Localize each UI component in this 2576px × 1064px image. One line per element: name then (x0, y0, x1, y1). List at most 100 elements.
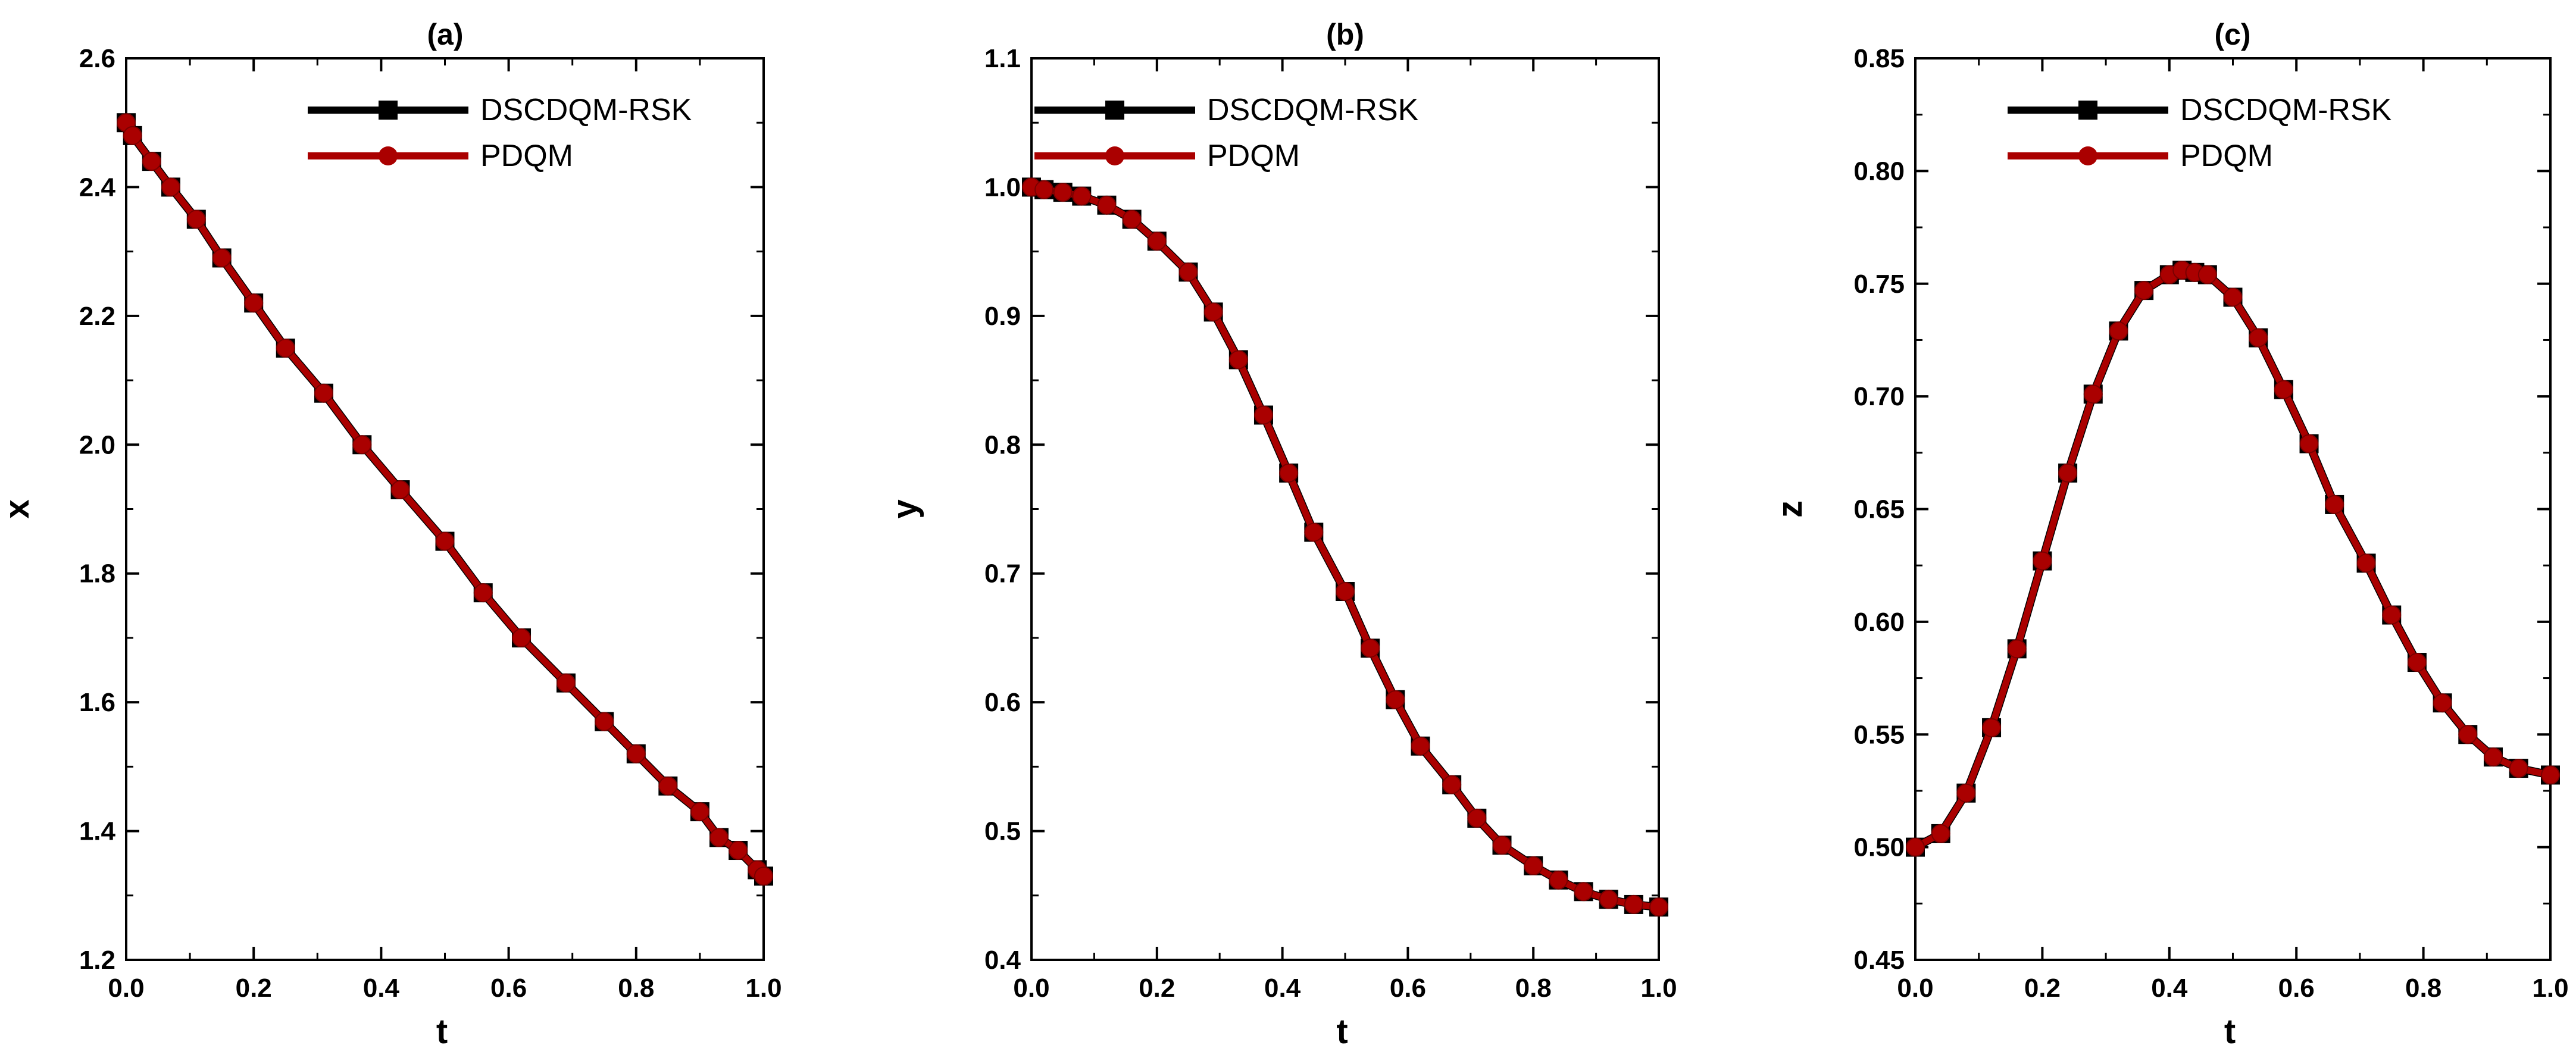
chart-panel-2: (b) 0.0 0.2 0.4 0.6 0.8 1.0 0.4 0.5 0.6 0.7 0.8 0.9 1… (886, 18, 1677, 1051)
data-point-pdqm (658, 776, 678, 796)
data-point-pdqm (1956, 783, 1976, 803)
data-point-pdqm (2299, 434, 2319, 453)
y-axis-title: z (1771, 500, 1809, 518)
data-point-pdqm (1053, 183, 1073, 202)
data-point-pdqm (754, 866, 773, 886)
data-point-pdqm (2458, 725, 2478, 744)
data-point-pdqm (1336, 582, 1355, 602)
y-tick-label: 0.5 (984, 817, 1021, 846)
legend-label: DSCDQM-RSK (480, 93, 692, 127)
data-point-pdqm (2274, 380, 2293, 399)
x-tick-label: 0.6 (2278, 974, 2315, 1003)
x-tick-label: 0.6 (490, 974, 527, 1003)
data-point-pdqm (2109, 321, 2128, 341)
legend-label: PDQM (480, 139, 573, 173)
legend-label: DSCDQM-RSK (1207, 93, 1419, 127)
data-point-pdqm (1599, 890, 1618, 909)
data-point-pdqm (2356, 553, 2376, 573)
y-axis-title: x (0, 499, 36, 518)
y-tick-label: 1.4 (79, 817, 116, 846)
data-point-pdqm (1386, 690, 1405, 709)
data-point-pdqm (435, 531, 455, 551)
y-tick-label: 0.75 (1853, 270, 1905, 299)
x-tick-label: 0.8 (618, 974, 654, 1003)
data-point-pdqm (2223, 287, 2243, 307)
data-point-pdqm (352, 435, 372, 455)
data-point-pdqm (1624, 894, 1643, 914)
y-tick-label: 0.7 (984, 559, 1021, 589)
y-tick-label: 0.45 (1853, 946, 1905, 975)
y-tick-label: 0.55 (1853, 720, 1905, 749)
data-point-pdqm (473, 583, 493, 603)
data-point-pdqm (390, 480, 410, 500)
x-tick-label: 0.4 (1264, 974, 1301, 1003)
data-point-pdqm (2197, 265, 2217, 284)
series-line-pdqm (1912, 267, 2554, 851)
y-tick-label: 0.85 (1853, 44, 1905, 73)
data-point-pdqm (1549, 870, 1568, 890)
legend-label: DSCDQM-RSK (2180, 93, 2392, 127)
x-tick-label: 0.6 (1390, 974, 1426, 1003)
plot-frame (125, 57, 765, 961)
data-point-pdqm (1524, 856, 1543, 876)
data-point-pdqm (2433, 693, 2452, 713)
data-point-pdqm (1122, 209, 1142, 229)
data-point-pdqm (314, 383, 334, 403)
legend-marker-square (379, 101, 398, 120)
x-tick-label: 1.0 (745, 974, 781, 1003)
legend-marker-circle (2078, 146, 2097, 165)
x-tick-label: 0.4 (363, 974, 400, 1003)
data-point-pdqm (2249, 328, 2268, 348)
legend-label: PDQM (1207, 139, 1300, 173)
y-tick-label: 2.0 (79, 430, 115, 459)
y-tick-label: 0.60 (1853, 608, 1905, 637)
y-axis-title: y (886, 499, 924, 518)
data-point-pdqm (690, 802, 709, 822)
x-axis-title: t (2224, 1012, 2236, 1051)
x-tick-label: 0.8 (2405, 974, 2441, 1003)
data-point-pdqm (186, 209, 206, 229)
legend-marker-circle (1105, 146, 1124, 165)
data-point-pdqm (1072, 186, 1092, 206)
y-tick-label: 0.70 (1853, 382, 1905, 411)
y-tick-label: 1.1 (984, 44, 1021, 73)
x-tick-label: 0.0 (1013, 974, 1049, 1003)
x-tick-label: 0.8 (1515, 974, 1552, 1003)
x-tick-label: 0.0 (1897, 974, 1933, 1003)
legend-marker-square (2078, 101, 2097, 120)
data-point-pdqm (1304, 522, 1324, 542)
data-point-pdqm (2134, 281, 2154, 301)
data-point-pdqm (556, 673, 576, 693)
data-point-pdqm (1178, 262, 1198, 282)
chart-title: (c) (2214, 18, 2250, 51)
y-tick-label: 2.6 (79, 44, 115, 73)
series-line-dscdqm-rsk (1911, 266, 2555, 852)
data-point-pdqm (1361, 639, 1380, 658)
x-tick-label: 0.4 (2151, 974, 2188, 1003)
data-point-pdqm (2083, 384, 2103, 404)
data-point-pdqm (2541, 765, 2560, 785)
data-point-pdqm (2007, 639, 2027, 659)
chart-title: (b) (1326, 18, 1364, 51)
data-point-pdqm (1253, 405, 1273, 425)
data-point-pdqm (1034, 180, 1054, 199)
plot-frame (1030, 57, 1660, 961)
chart-panel-3: (c) 0.0 0.2 0.4 0.6 0.8 1.0 0.45 0.50 0.55 0.60 0.6… (1771, 18, 2569, 1051)
data-point-pdqm (1203, 302, 1223, 322)
y-tick-label: 0.80 (1853, 157, 1905, 186)
data-point-pdqm (1649, 897, 1668, 917)
series-line-pdqm (1028, 183, 1662, 910)
y-tick-label: 0.9 (984, 302, 1021, 331)
y-tick-label: 0.4 (984, 946, 1021, 975)
data-point-pdqm (626, 744, 646, 763)
series-line-pdqm (123, 119, 767, 880)
data-point-pdqm (123, 126, 142, 145)
data-point-pdqm (1411, 736, 1430, 756)
data-point-pdqm (595, 712, 614, 731)
data-point-pdqm (1467, 808, 1487, 828)
plot-frame (1914, 57, 2552, 961)
data-point-pdqm (161, 177, 180, 197)
x-axis-title: t (436, 1012, 448, 1051)
data-point-pdqm (2058, 463, 2078, 483)
y-tick-label: 1.0 (984, 173, 1021, 202)
